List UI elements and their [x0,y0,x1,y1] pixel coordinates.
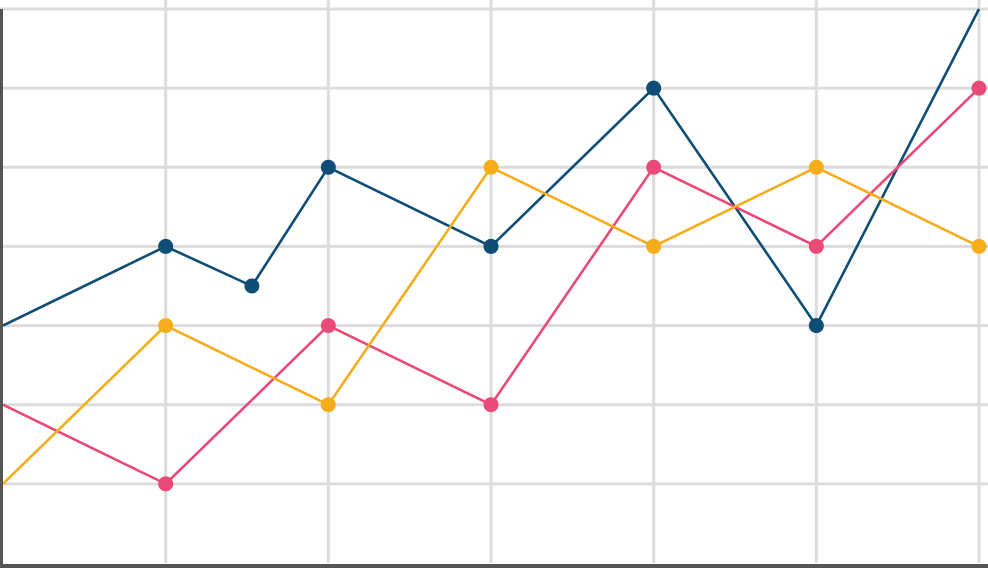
series-1-point [646,80,662,96]
series-3-point [483,159,499,175]
chart-series-markers [158,80,987,492]
series-2-point [646,159,662,175]
series-1-point [483,238,499,254]
chart-axes [0,9,988,568]
series-2-point [320,318,336,334]
series-1-point [244,278,260,294]
series-2-point [483,397,499,413]
series-2-point [808,238,824,254]
series-3-point [808,159,824,175]
series-1-point [808,318,824,334]
series-2-point [971,80,987,96]
series-1-point [320,159,336,175]
series-1-point [158,238,174,254]
series-3-point [158,318,174,334]
series-3-point [320,397,336,413]
series-3-point [971,238,987,254]
series-3-point [646,238,662,254]
series-2-point [158,476,174,492]
series-1-line [2,8,981,329]
